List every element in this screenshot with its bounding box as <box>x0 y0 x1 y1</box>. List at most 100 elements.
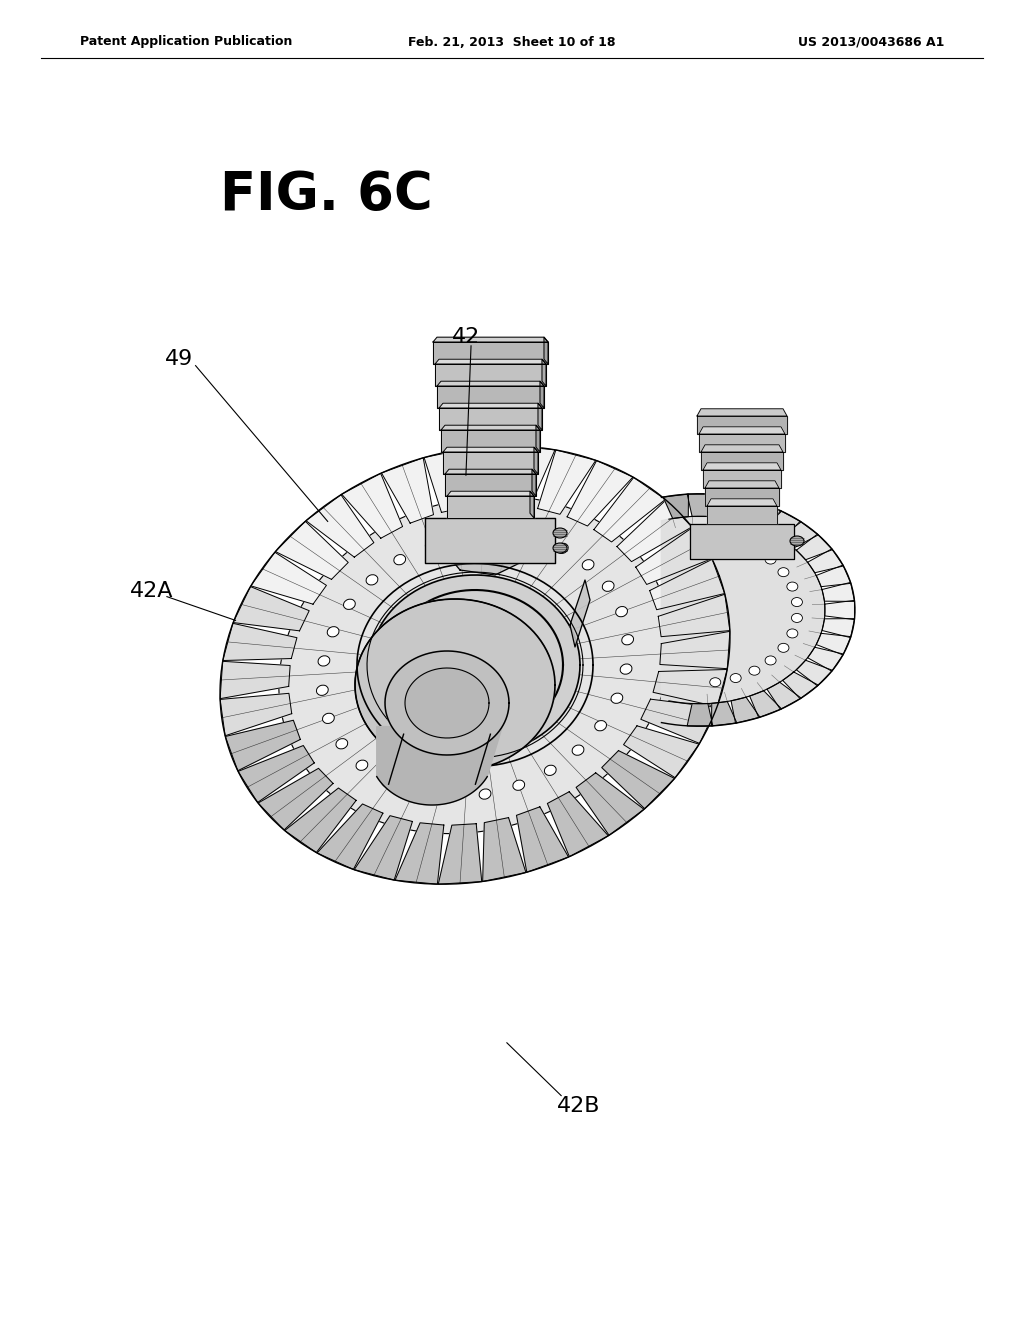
Polygon shape <box>570 579 590 647</box>
Polygon shape <box>649 560 725 610</box>
Ellipse shape <box>792 598 803 607</box>
Ellipse shape <box>494 528 505 539</box>
Polygon shape <box>342 474 402 539</box>
Polygon shape <box>782 672 818 698</box>
Ellipse shape <box>316 685 329 696</box>
Polygon shape <box>808 647 844 671</box>
Polygon shape <box>731 697 760 723</box>
Polygon shape <box>534 447 538 474</box>
Polygon shape <box>377 726 502 805</box>
Polygon shape <box>538 450 596 515</box>
Ellipse shape <box>790 536 804 546</box>
Polygon shape <box>548 792 608 857</box>
Polygon shape <box>220 661 290 698</box>
Polygon shape <box>445 469 536 474</box>
Polygon shape <box>602 751 675 809</box>
Polygon shape <box>690 524 794 558</box>
Polygon shape <box>703 463 781 470</box>
Polygon shape <box>712 701 737 726</box>
Polygon shape <box>816 634 851 655</box>
Text: US 2013/0043686 A1: US 2013/0043686 A1 <box>798 36 944 49</box>
Polygon shape <box>482 817 526 882</box>
Polygon shape <box>435 359 546 364</box>
Polygon shape <box>251 552 327 605</box>
Ellipse shape <box>583 560 594 570</box>
Polygon shape <box>653 669 727 706</box>
Polygon shape <box>433 342 548 364</box>
Polygon shape <box>687 704 713 726</box>
Ellipse shape <box>367 574 378 585</box>
Ellipse shape <box>611 693 623 704</box>
Polygon shape <box>443 451 538 474</box>
Ellipse shape <box>778 643 788 652</box>
Polygon shape <box>275 521 348 579</box>
Ellipse shape <box>595 721 606 731</box>
Polygon shape <box>767 511 801 537</box>
Ellipse shape <box>336 739 348 748</box>
Polygon shape <box>797 535 833 560</box>
Polygon shape <box>258 768 333 830</box>
Ellipse shape <box>615 606 628 616</box>
Ellipse shape <box>765 656 776 665</box>
Polygon shape <box>437 381 544 385</box>
Polygon shape <box>824 601 854 619</box>
Polygon shape <box>317 804 383 870</box>
Polygon shape <box>750 690 781 718</box>
Ellipse shape <box>343 599 355 610</box>
Text: Feb. 21, 2013  Sheet 10 of 18: Feb. 21, 2013 Sheet 10 of 18 <box>409 36 615 49</box>
Polygon shape <box>822 619 855 638</box>
Polygon shape <box>797 660 833 686</box>
Polygon shape <box>767 682 801 709</box>
Ellipse shape <box>792 614 803 623</box>
Polygon shape <box>542 359 546 385</box>
Polygon shape <box>530 491 534 517</box>
Polygon shape <box>567 461 633 527</box>
Polygon shape <box>594 478 666 543</box>
Ellipse shape <box>710 533 721 543</box>
Polygon shape <box>370 576 580 755</box>
Ellipse shape <box>459 531 471 541</box>
Text: 42B: 42B <box>557 1096 600 1117</box>
Polygon shape <box>707 506 777 524</box>
Polygon shape <box>447 496 534 517</box>
Polygon shape <box>712 494 737 519</box>
Polygon shape <box>636 528 712 585</box>
Polygon shape <box>468 446 512 507</box>
Polygon shape <box>445 474 536 496</box>
Ellipse shape <box>730 537 741 546</box>
Polygon shape <box>662 516 825 704</box>
Text: 49: 49 <box>165 348 194 370</box>
Ellipse shape <box>545 766 556 775</box>
Polygon shape <box>577 772 644 836</box>
Ellipse shape <box>356 760 368 771</box>
Polygon shape <box>279 496 671 834</box>
Polygon shape <box>617 500 692 561</box>
Ellipse shape <box>513 780 524 791</box>
Ellipse shape <box>425 540 437 550</box>
Text: 42: 42 <box>452 326 480 347</box>
Text: Patent Application Publication: Patent Application Publication <box>80 36 293 49</box>
Ellipse shape <box>444 791 457 801</box>
Ellipse shape <box>786 582 798 591</box>
Ellipse shape <box>710 677 721 686</box>
Polygon shape <box>433 337 548 342</box>
Polygon shape <box>532 469 536 496</box>
Polygon shape <box>450 558 530 576</box>
Polygon shape <box>538 403 542 430</box>
Polygon shape <box>438 824 481 884</box>
Polygon shape <box>225 721 300 771</box>
Polygon shape <box>516 807 568 873</box>
Polygon shape <box>705 480 779 488</box>
Ellipse shape <box>749 545 760 554</box>
Ellipse shape <box>323 713 334 723</box>
Ellipse shape <box>318 656 330 667</box>
Polygon shape <box>443 447 538 451</box>
Ellipse shape <box>749 667 760 675</box>
Ellipse shape <box>328 627 339 636</box>
Polygon shape <box>233 586 309 631</box>
Ellipse shape <box>412 787 424 797</box>
Polygon shape <box>439 403 542 408</box>
Polygon shape <box>239 746 314 803</box>
Polygon shape <box>658 594 730 636</box>
Polygon shape <box>701 445 783 451</box>
